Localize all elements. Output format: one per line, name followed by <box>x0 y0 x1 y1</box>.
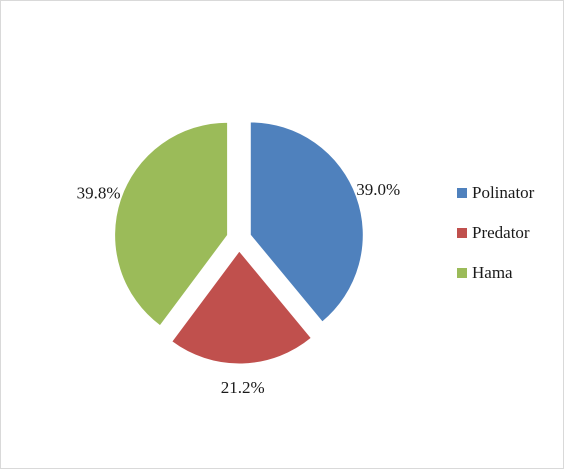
legend-item-hama: Hama <box>457 261 534 285</box>
data-label-predator: 21.2% <box>221 378 265 397</box>
legend-item-polinator: Polinator <box>457 181 534 205</box>
legend-swatch-hama <box>457 268 467 278</box>
legend-swatch-predator <box>457 228 467 238</box>
legend-label-predator: Predator <box>472 223 530 243</box>
legend: Polinator Predator Hama <box>457 181 534 301</box>
legend-label-hama: Hama <box>472 263 513 283</box>
legend-swatch-polinator <box>457 188 467 198</box>
data-label-hama: 39.8% <box>77 183 121 202</box>
legend-label-polinator: Polinator <box>472 183 534 203</box>
data-label-polinator: 39.0% <box>356 180 400 199</box>
legend-item-predator: Predator <box>457 221 534 245</box>
